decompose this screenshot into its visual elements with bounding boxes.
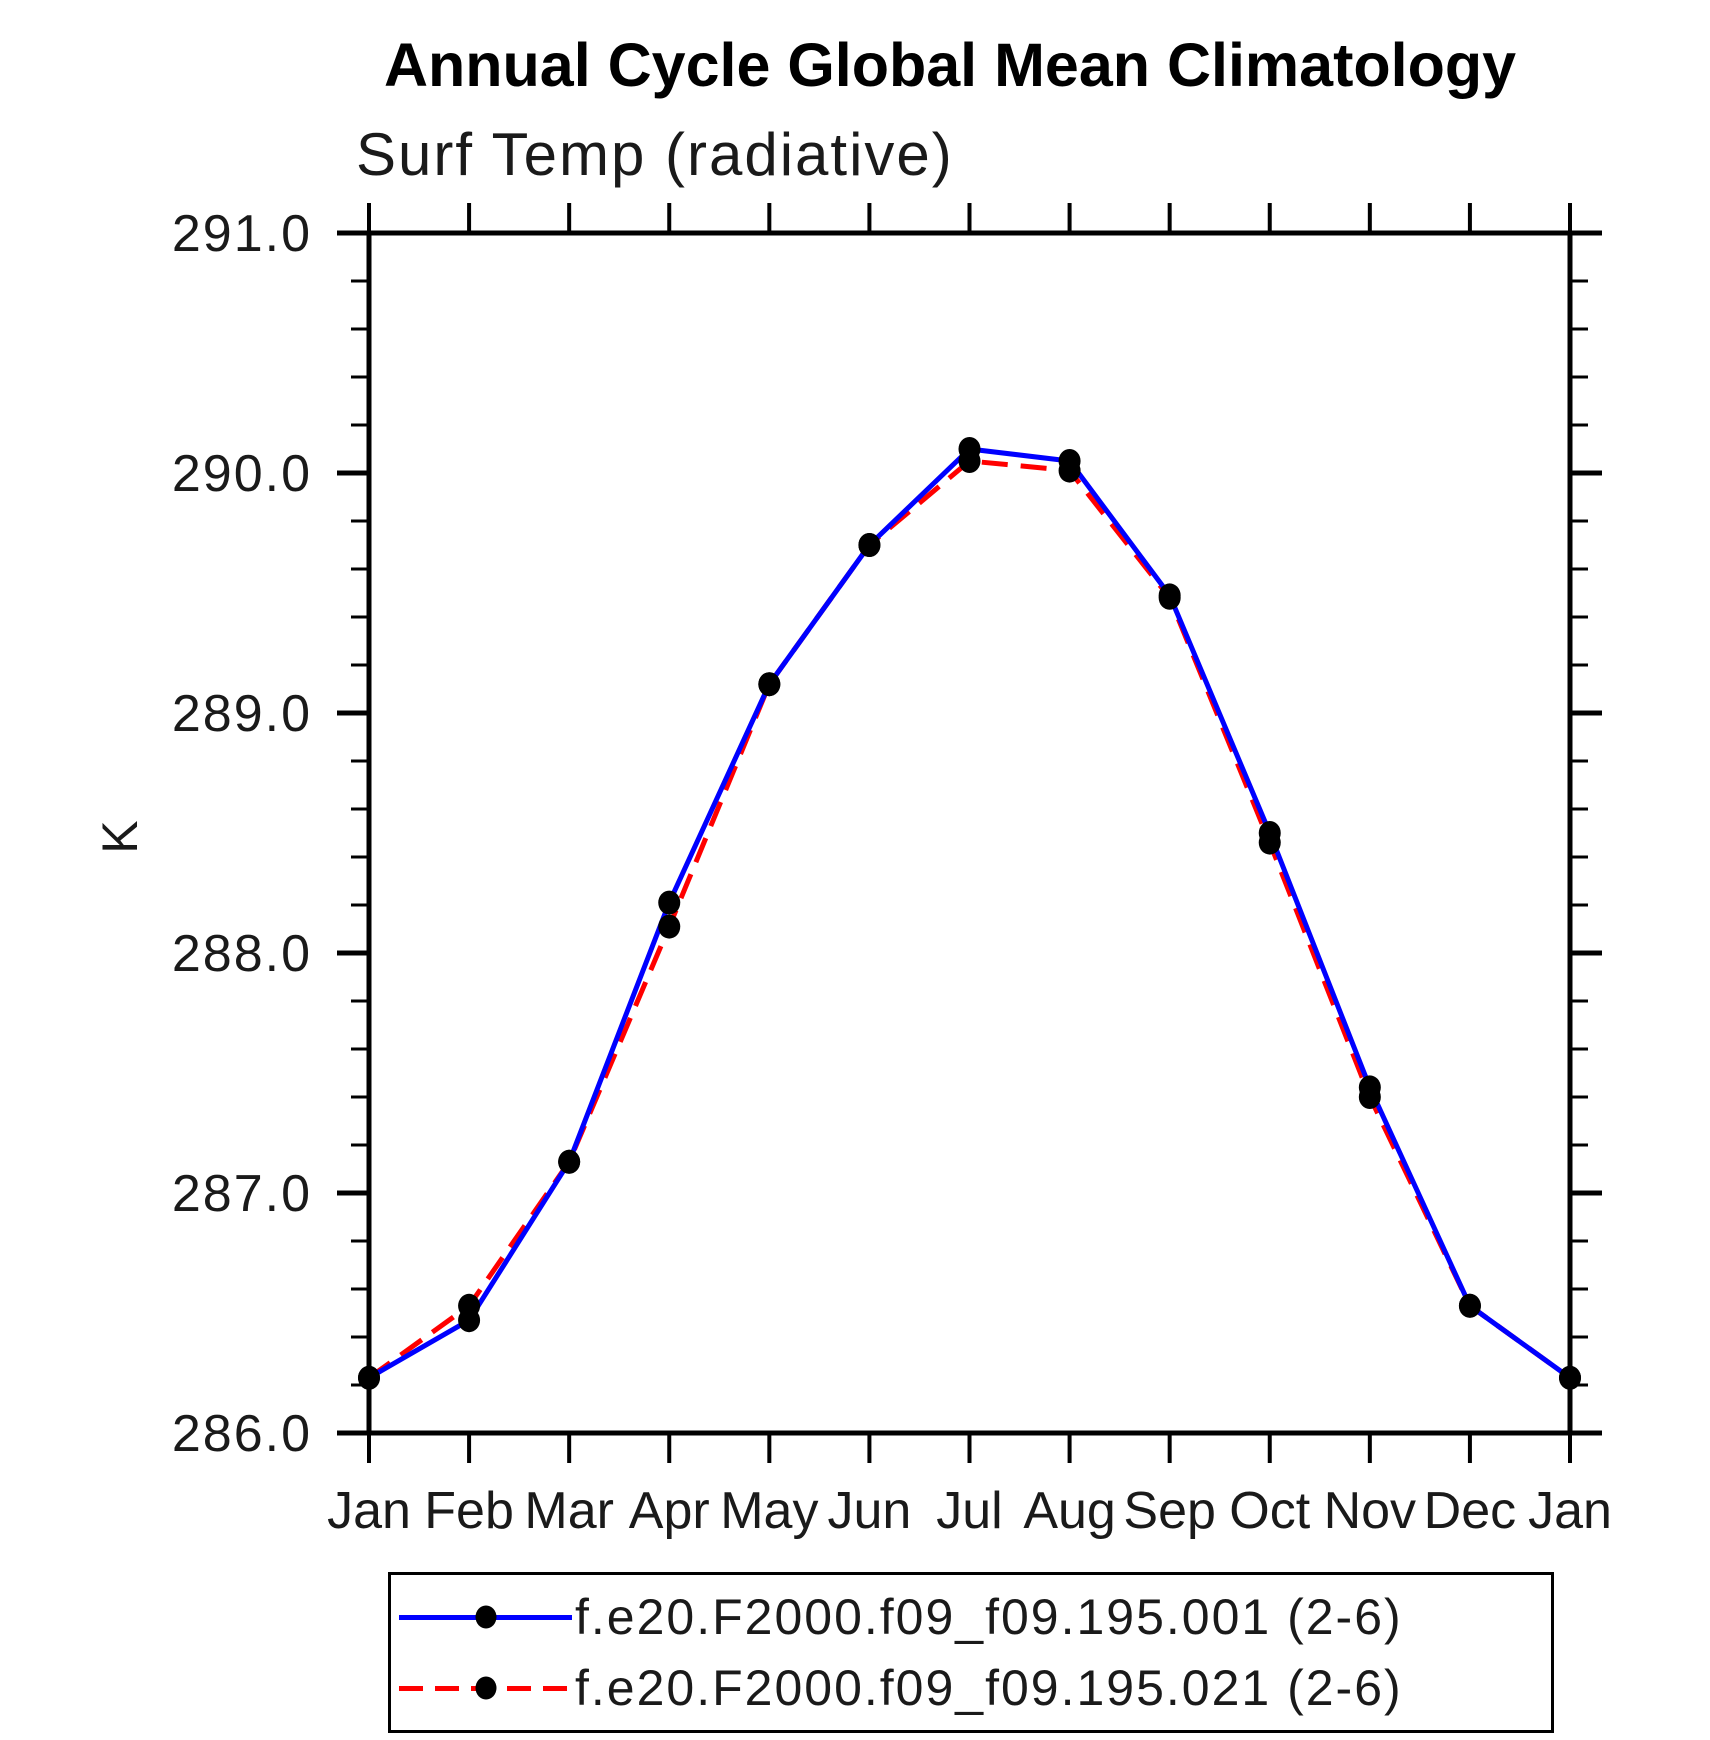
y-tick-label: 289.0 (172, 685, 312, 743)
data-point-marker (958, 437, 981, 461)
data-point-marker (858, 533, 881, 557)
legend-item: f.e20.F2000.f09_f09.195.001 (2-6) (399, 1589, 1403, 1645)
x-tick-label: Apr (629, 1482, 710, 1540)
data-point-marker (1158, 583, 1181, 608)
x-tick-label: Dec (1424, 1482, 1516, 1540)
data-point-marker (558, 1149, 581, 1174)
data-point-marker (1358, 1075, 1381, 1100)
y-tick-label: 290.0 (172, 445, 312, 503)
data-point-marker (1458, 1293, 1481, 1318)
axis-frame (366, 230, 1573, 1436)
y-tick-label: 286.0 (172, 1405, 312, 1463)
x-tick-label: Aug (1023, 1482, 1116, 1540)
y-tick-label: 287.0 (172, 1165, 312, 1223)
data-point-marker (1058, 449, 1081, 473)
x-tick-label: May (720, 1482, 818, 1540)
chart-title: Annual Cycle Global Mean Climatology (383, 31, 1517, 99)
x-tick-label: Jan (1528, 1482, 1612, 1540)
data-point-marker (758, 672, 781, 697)
legend-marker-dot (475, 1676, 496, 1700)
data-point-marker (658, 890, 681, 915)
x-tick-label: Mar (524, 1482, 614, 1540)
legend-marker-dot (475, 1605, 496, 1629)
legend-box: f.e20.F2000.f09_f09.195.001 (2-6) f.e20.F… (388, 1572, 1554, 1733)
legend-item: f.e20.F2000.f09_f09.195.021 (2-6) (399, 1660, 1403, 1716)
x-tick-label: Jun (827, 1482, 911, 1540)
legend-line-sample (399, 1676, 572, 1700)
x-tick-label: Nov (1324, 1482, 1416, 1540)
x-tick-label: Jan (327, 1482, 411, 1540)
x-tick-label: Oct (1229, 1482, 1310, 1540)
data-point-marker (658, 914, 681, 939)
legend-label: f.e20.F2000.f09_f09.195.021 (2-6) (575, 1660, 1403, 1716)
x-tick-label: Jul (936, 1482, 1002, 1540)
series-line-solid (367, 446, 1572, 1380)
x-tick-label: Sep (1123, 1482, 1216, 1540)
data-point-marker (358, 1365, 380, 1390)
y-tick-label: 288.0 (172, 925, 312, 983)
y-tick-label: 291.0 (172, 205, 312, 263)
legend-label: f.e20.F2000.f09_f09.195.001 (2-6) (575, 1589, 1403, 1645)
legend-line-sample (399, 1605, 572, 1629)
series-line-dashed (367, 458, 1572, 1380)
x-tick-label: Feb (424, 1482, 514, 1540)
data-point-marker (458, 1308, 481, 1333)
data-point-marker (1258, 821, 1281, 845)
data-point-marker (1559, 1365, 1581, 1390)
chart-subtitle: Surf Temp (radiative) (356, 121, 954, 188)
